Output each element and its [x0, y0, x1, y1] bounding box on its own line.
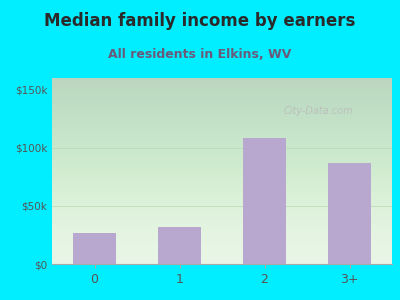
Text: City-Data.com: City-Data.com — [283, 106, 353, 116]
Bar — [73, 232, 116, 264]
Text: Median family income by earners: Median family income by earners — [44, 12, 356, 30]
Bar — [328, 163, 371, 264]
Text: All residents in Elkins, WV: All residents in Elkins, WV — [108, 47, 292, 61]
Bar — [243, 138, 286, 264]
Bar — [158, 227, 201, 264]
